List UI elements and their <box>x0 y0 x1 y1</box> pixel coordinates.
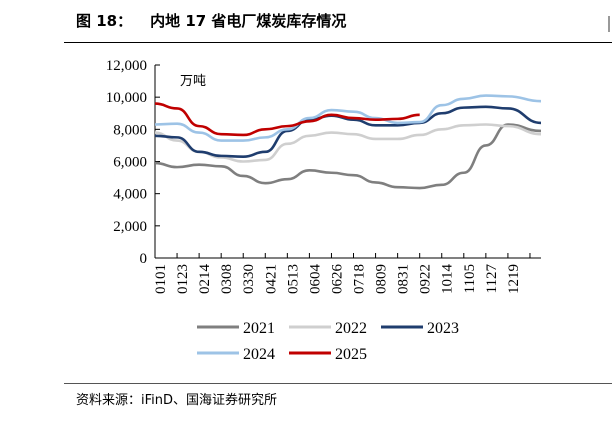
x-tick-label: 1105 <box>462 264 478 293</box>
x-tick-label: 0308 <box>219 264 235 294</box>
x-tick-label: 1127 <box>484 264 500 294</box>
unit-label: 万吨 <box>180 74 206 89</box>
y-tick-label: 2,000 <box>113 219 147 235</box>
x-tick-label: 1219 <box>506 264 522 294</box>
x-tick-label: 0101 <box>153 264 169 294</box>
legend-item-2025: 2025 <box>289 346 367 363</box>
x-tick-label: 0214 <box>197 264 213 295</box>
figure-title-text: 内地 17 省电厂煤炭库存情况 <box>150 12 347 30</box>
x-tick-label: 0922 <box>418 264 434 294</box>
legend-item-2024: 2024 <box>197 346 275 363</box>
y-tick-label: 6,000 <box>113 155 147 171</box>
x-tick-label: 0330 <box>241 264 257 294</box>
series-lines <box>154 94 542 190</box>
y-tick-label: 0 <box>140 251 148 267</box>
page-edge-mark <box>608 16 610 32</box>
legend-item-2023: 2023 <box>381 320 459 337</box>
figure-title: 图 18： 内地 17 省电厂煤炭库存情况 <box>76 10 346 31</box>
x-tick-label: 0718 <box>352 264 368 294</box>
x-tick-label: 0626 <box>329 264 345 295</box>
series-line-2022 <box>154 123 542 163</box>
legend-label: 2021 <box>243 320 275 337</box>
series-line-2021 <box>154 123 542 190</box>
y-tick-label: 8,000 <box>113 122 147 138</box>
y-tick-label: 12,000 <box>106 58 147 74</box>
legend-item-2022: 2022 <box>289 320 367 337</box>
legend-label: 2023 <box>427 320 459 337</box>
y-tick-label: 10,000 <box>106 90 147 106</box>
footer-divider <box>64 383 612 384</box>
title-divider <box>64 42 612 43</box>
legend: 2021 2022 2023 2024 2025 <box>197 320 459 363</box>
x-tick-label: 1014 <box>440 264 456 295</box>
x-tick-label: 0513 <box>285 264 301 294</box>
x-tick-label: 0123 <box>175 264 191 294</box>
figure-number: 图 18： <box>76 12 133 30</box>
x-tick-label: 0831 <box>396 264 412 294</box>
y-tick-label: 4,000 <box>113 187 147 203</box>
legend-label: 2022 <box>335 320 367 337</box>
legend-label: 2024 <box>243 346 275 363</box>
source-note: 资料来源：iFinD、国海证券研究所 <box>76 393 278 408</box>
x-tick-label: 0809 <box>374 264 390 294</box>
legend-label: 2025 <box>335 346 367 363</box>
axes: 0 2,000 4,000 6,000 8,000 10,000 12,000 0101 012… <box>106 58 541 294</box>
x-tick-label: 0421 <box>263 264 279 294</box>
series-line-2024 <box>154 94 542 142</box>
x-tick-label: 0604 <box>307 264 323 295</box>
legend-item-2021: 2021 <box>197 320 275 337</box>
